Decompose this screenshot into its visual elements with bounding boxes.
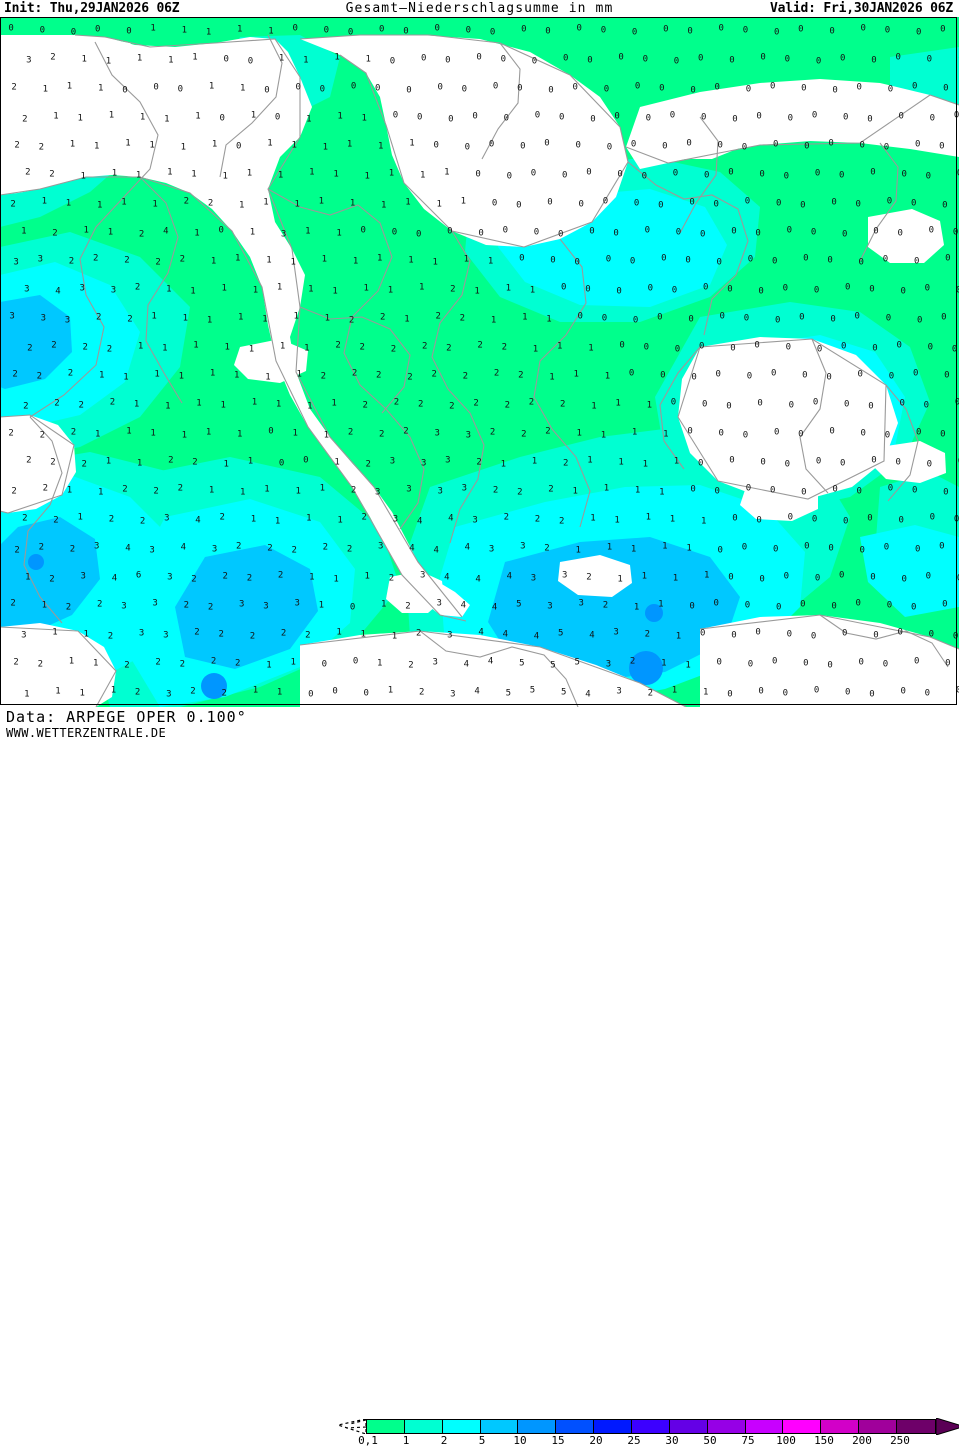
- legend-underflow-wedge: [336, 1419, 367, 1434]
- legend-color-cell: [367, 1420, 405, 1433]
- init-time-label: Init: Thu,29JAN2026 06Z: [4, 1, 180, 16]
- legend-tick: 250: [890, 1434, 910, 1447]
- precip-band-10-15: [28, 554, 663, 699]
- legend-color-cell: [669, 1420, 708, 1433]
- color-scale-legend: 0,1 1 2 5 10 15 20 25 30 50 75 100 150 200 250: [336, 1417, 959, 1448]
- legend-color-bar: [366, 1419, 936, 1434]
- legend-tick: 5: [478, 1434, 486, 1447]
- legend-tick: 150: [814, 1434, 834, 1447]
- map-title: Gesamt—Niederschlagsumme in mm: [345, 1, 614, 16]
- legend-color-cell: [442, 1420, 481, 1433]
- legend-color-cell: [897, 1420, 935, 1433]
- legend-tick: 15: [551, 1434, 565, 1447]
- legend-tick: 2: [440, 1434, 448, 1447]
- legend-tick: 50: [703, 1434, 717, 1447]
- data-source-label: Data: ARPEGE OPER 0.100°: [6, 708, 247, 726]
- website-label[interactable]: WWW.WETTERZENTRALE.DE: [6, 726, 167, 740]
- legend-color-cell: [404, 1420, 443, 1433]
- legend-color-cell: [783, 1420, 822, 1433]
- legend-tick: 30: [665, 1434, 679, 1447]
- legend-color-cell: [556, 1420, 595, 1433]
- map-header: Init: Thu,29JAN2026 06Z Gesamt—Niedersch…: [0, 0, 959, 17]
- legend-tick: 10: [513, 1434, 527, 1447]
- legend-tick: 75: [741, 1434, 755, 1447]
- legend-color-cell: [745, 1420, 784, 1433]
- coastline-borders: [0, 34, 959, 707]
- legend-color-cell: [859, 1420, 898, 1433]
- landmass-fill: [0, 35, 959, 707]
- legend-tick: 200: [852, 1434, 872, 1447]
- legend-overflow-arrow: [936, 1418, 959, 1435]
- legend-tick: 100: [776, 1434, 796, 1447]
- map-graphics: [0, 17, 959, 707]
- legend-color-cell: [821, 1420, 860, 1433]
- legend-color-cell: [632, 1420, 670, 1433]
- legend-tick: 0,1: [358, 1434, 378, 1447]
- legend-color-cell: [707, 1420, 746, 1433]
- legend-tick-labels: 0,1 1 2 5 10 15 20 25 30 50 75 100 150 200 250: [336, 1434, 956, 1448]
- valid-time-label: Valid: Fri,30JAN2026 06Z: [769, 1, 953, 16]
- legend-tick: 1: [402, 1434, 410, 1447]
- legend-tick: 25: [627, 1434, 641, 1447]
- legend-tick: 20: [589, 1434, 603, 1447]
- legend-color-cell: [480, 1420, 519, 1433]
- legend-color-cell: [594, 1420, 633, 1433]
- legend-color-cell: [518, 1420, 557, 1433]
- map-footer: Data: ARPEGE OPER 0.100° WWW.WETTERZENTR…: [0, 707, 959, 1447]
